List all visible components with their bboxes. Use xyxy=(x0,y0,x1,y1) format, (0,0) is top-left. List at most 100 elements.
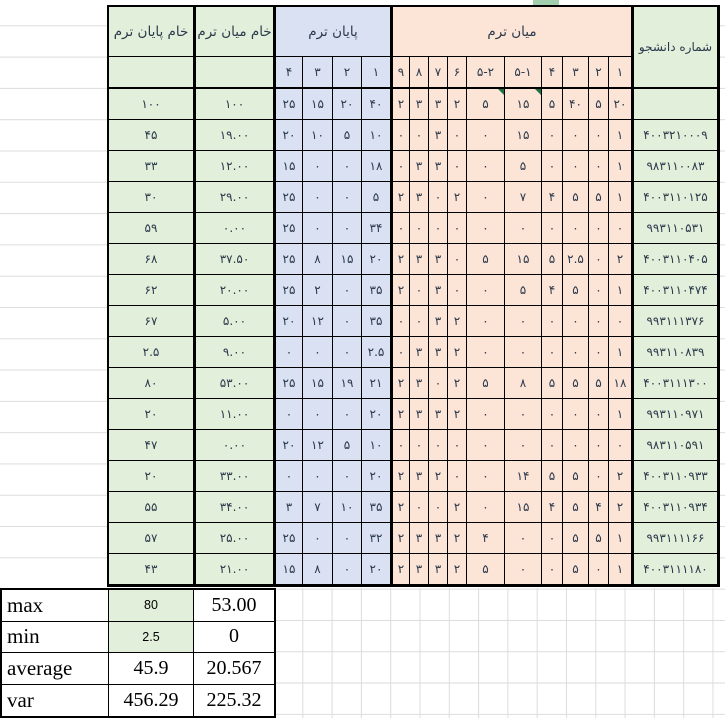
cell-final-1-student9[interactable]: ۱۵ xyxy=(303,368,333,399)
cell-midterm-4-student13[interactable]: ۰ xyxy=(467,492,505,523)
cell-final-0-student15[interactable]: ۱۵ xyxy=(274,554,303,585)
header-raw-midterm[interactable]: خام میان ترم xyxy=(194,7,274,57)
cell-final-0-student14[interactable]: ۲۵ xyxy=(274,523,303,554)
cell-midterm-3-student13[interactable]: ۲ xyxy=(448,492,467,523)
cell-midterm-0-student4[interactable]: ۰ xyxy=(391,213,410,244)
cell-midterm-2-student4[interactable]: ۰ xyxy=(429,213,448,244)
cell-midterm-6-student8[interactable]: ۰ xyxy=(542,337,563,368)
cell-raw-final-weights[interactable]: ۱۰۰ xyxy=(109,89,194,120)
cell-midterm-4-student7[interactable]: ۰ xyxy=(467,306,505,337)
subheader-midterm-4[interactable]: ۵-۲ xyxy=(467,57,505,89)
cell-midterm-9-weights[interactable]: ۲۰ xyxy=(609,89,632,120)
cell-midterm-5-student3[interactable]: ۷ xyxy=(505,182,542,213)
cell-final-1-student10[interactable]: ۰ xyxy=(303,399,333,430)
cell-midterm-4-student1[interactable]: ۰ xyxy=(467,120,505,151)
cell-final-3-student8[interactable]: ۲.۵ xyxy=(362,337,391,368)
cell-midterm-3-student7[interactable]: ۲ xyxy=(448,306,467,337)
cell-midterm-0-student1[interactable]: ۰ xyxy=(391,120,410,151)
cell-midterm-4-weights[interactable]: ۵ xyxy=(467,89,505,120)
cell-midterm-5-student15[interactable]: ۰ xyxy=(505,554,542,585)
header-raw-final[interactable]: خام پایان ترم xyxy=(109,7,194,57)
cell-final-1-student3[interactable]: ۰ xyxy=(303,182,333,213)
cell-midterm-7-student13[interactable]: ۵ xyxy=(563,492,589,523)
cell-final-1-student7[interactable]: ۱۲ xyxy=(303,306,333,337)
cell-midterm-7-student11[interactable]: ۰ xyxy=(563,430,589,461)
cell-midterm-8-student9[interactable]: ۵ xyxy=(589,368,609,399)
cell-midterm-5-student9[interactable]: ۸ xyxy=(505,368,542,399)
cell-midterm-9-student7[interactable]: ۰ xyxy=(609,306,632,337)
cell-midterm-8-student7[interactable]: ۰ xyxy=(589,306,609,337)
summary-average-raw-final[interactable]: 45.9 xyxy=(109,653,194,685)
cell-raw-midterm-student3[interactable]: ۲۹.۰۰ xyxy=(194,182,274,213)
cell-midterm-6-student5[interactable]: ۵ xyxy=(542,244,563,275)
cell-midterm-5-student13[interactable]: ۱۵ xyxy=(505,492,542,523)
cell-raw-midterm-student15[interactable]: ۲۱.۰۰ xyxy=(194,554,274,585)
cell-midterm-9-student9[interactable]: ۱۸ xyxy=(609,368,632,399)
cell-student-id-student9[interactable]: ۴۰۰۳۱۱۱۳۰۰ xyxy=(632,368,718,399)
cell-midterm-7-student3[interactable]: ۵ xyxy=(563,182,589,213)
cell-midterm-2-student9[interactable]: ۰ xyxy=(429,368,448,399)
cell-final-1-student4[interactable]: ۰ xyxy=(303,213,333,244)
cell-midterm-1-student4[interactable]: ۰ xyxy=(410,213,429,244)
cell-midterm-4-student12[interactable]: ۰ xyxy=(467,461,505,492)
cell-midterm-5-student4[interactable]: ۰ xyxy=(505,213,542,244)
cell-raw-final-student10[interactable]: ۲۰ xyxy=(109,399,194,430)
cell-midterm-1-student1[interactable]: ۰ xyxy=(410,120,429,151)
subheader-midterm-7[interactable]: ۳ xyxy=(563,57,589,89)
cell-midterm-1-student11[interactable]: ۰ xyxy=(410,430,429,461)
cell-final-3-student13[interactable]: ۳۵ xyxy=(362,492,391,523)
cell-midterm-1-student9[interactable]: ۳ xyxy=(410,368,429,399)
cell-final-0-student5[interactable]: ۲۵ xyxy=(274,244,303,275)
cell-midterm-9-student10[interactable]: ۱ xyxy=(609,399,632,430)
cell-final-2-student14[interactable]: ۰ xyxy=(333,523,362,554)
cell-final-1-student1[interactable]: ۱۰ xyxy=(303,120,333,151)
cell-raw-final-student7[interactable]: ۶۷ xyxy=(109,306,194,337)
cell-midterm-9-student15[interactable]: ۱ xyxy=(609,554,632,585)
cell-midterm-7-student9[interactable]: ۵ xyxy=(563,368,589,399)
summary-label-average[interactable]: average xyxy=(2,653,109,685)
cell-midterm-0-student7[interactable]: ۰ xyxy=(391,306,410,337)
cell-raw-midterm-student2[interactable]: ۱۲.۰۰ xyxy=(194,151,274,182)
cell-midterm-1-student8[interactable]: ۳ xyxy=(410,337,429,368)
cell-final-0-student7[interactable]: ۲۰ xyxy=(274,306,303,337)
cell-final-2-student2[interactable]: ۰ xyxy=(333,151,362,182)
summary-max-raw-final[interactable]: 80 xyxy=(109,590,194,622)
cell-midterm-3-weights[interactable]: ۲ xyxy=(448,89,467,120)
cell-midterm-1-student5[interactable]: ۳ xyxy=(410,244,429,275)
cell-midterm-9-student14[interactable]: ۱ xyxy=(609,523,632,554)
cell-final-2-student8[interactable]: ۰ xyxy=(333,337,362,368)
cell-midterm-6-student1[interactable]: ۰ xyxy=(542,120,563,151)
cell-final-3-student14[interactable]: ۳۲ xyxy=(362,523,391,554)
cell-final-1-student15[interactable]: ۸ xyxy=(303,554,333,585)
cell-midterm-1-student7[interactable]: ۰ xyxy=(410,306,429,337)
cell-student-id-student13[interactable]: ۴۰۰۳۱۱۰۹۳۴ xyxy=(632,492,718,523)
cell-midterm-4-student11[interactable]: ۰ xyxy=(467,430,505,461)
cell-final-3-student12[interactable]: ۲۰ xyxy=(362,461,391,492)
cell-final-3-student3[interactable]: ۵ xyxy=(362,182,391,213)
cell-final-2-student10[interactable]: ۰ xyxy=(333,399,362,430)
cell-midterm-6-student12[interactable]: ۵ xyxy=(542,461,563,492)
cell-final-3-student4[interactable]: ۳۴ xyxy=(362,213,391,244)
cell-final-2-student15[interactable]: ۰ xyxy=(333,554,362,585)
cell-midterm-4-student5[interactable]: ۵ xyxy=(467,244,505,275)
cell-midterm-2-student15[interactable]: ۳ xyxy=(429,554,448,585)
subheader-midterm-9[interactable]: ۱ xyxy=(609,57,632,89)
cell-final-2-student5[interactable]: ۱۵ xyxy=(333,244,362,275)
cell-midterm-2-weights[interactable]: ۳ xyxy=(429,89,448,120)
cell-midterm-6-student9[interactable]: ۵ xyxy=(542,368,563,399)
cell-midterm-7-student1[interactable]: ۰ xyxy=(563,120,589,151)
cell-midterm-4-student6[interactable]: ۰ xyxy=(467,275,505,306)
cell-midterm-2-student14[interactable]: ۳ xyxy=(429,523,448,554)
cell-midterm-1-student10[interactable]: ۳ xyxy=(410,399,429,430)
cell-final-0-weights[interactable]: ۲۵ xyxy=(274,89,303,120)
cell-final-3-student10[interactable]: ۲۰ xyxy=(362,399,391,430)
cell-midterm-3-student14[interactable]: ۲ xyxy=(448,523,467,554)
cell-midterm-6-student11[interactable]: ۰ xyxy=(542,430,563,461)
cell-midterm-2-student2[interactable]: ۳ xyxy=(429,151,448,182)
cell-midterm-7-student4[interactable]: ۰ xyxy=(563,213,589,244)
cell-student-id-weights[interactable] xyxy=(632,89,718,120)
cell-final-2-student7[interactable]: ۰ xyxy=(333,306,362,337)
cell-midterm-4-student15[interactable]: ۵ xyxy=(467,554,505,585)
subheader-midterm-2[interactable]: ۷ xyxy=(429,57,448,89)
cell-midterm-3-student2[interactable]: ۰ xyxy=(448,151,467,182)
